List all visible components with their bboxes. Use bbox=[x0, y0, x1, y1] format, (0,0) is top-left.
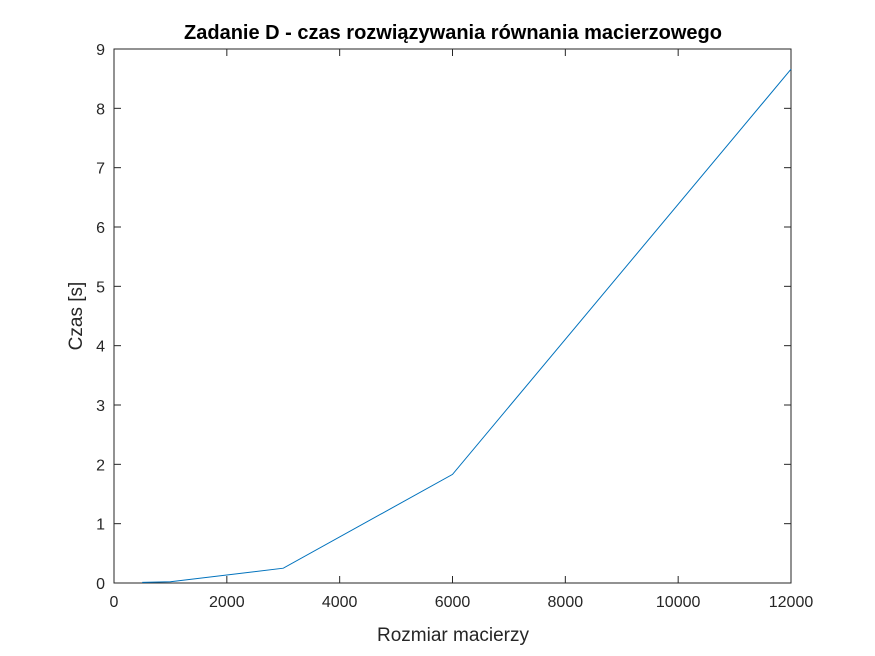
x-tick-label: 2000 bbox=[209, 594, 245, 611]
y-tick-label: 4 bbox=[96, 339, 105, 356]
x-tick-label: 8000 bbox=[548, 594, 584, 611]
series-line bbox=[142, 68, 792, 583]
x-tick-label: 4000 bbox=[322, 594, 358, 611]
x-tick-label: 10000 bbox=[656, 594, 701, 611]
y-tick-label: 7 bbox=[96, 161, 105, 178]
y-tick-label: 2 bbox=[96, 457, 105, 474]
y-axis-label: Czas [s] bbox=[66, 282, 87, 351]
x-tick-label: 0 bbox=[110, 594, 119, 611]
y-axis-ticks: 0 1 2 3 4 5 6 7 8 9 bbox=[96, 42, 791, 593]
x-axis-label: Rozmiar macierzy bbox=[377, 625, 530, 646]
x-axis-ticks: 0 2000 4000 6000 8000 10000 12000 bbox=[110, 49, 814, 611]
y-tick-label: 9 bbox=[96, 42, 105, 59]
y-tick-label: 3 bbox=[96, 398, 105, 415]
y-tick-label: 8 bbox=[96, 101, 105, 118]
x-tick-label: 12000 bbox=[769, 594, 814, 611]
chart-title: Zadanie D - czas rozwiązywania równania … bbox=[184, 22, 722, 44]
y-tick-label: 0 bbox=[96, 576, 105, 593]
y-tick-label: 5 bbox=[96, 279, 105, 296]
y-tick-label: 6 bbox=[96, 220, 105, 237]
series-lines bbox=[142, 68, 792, 583]
y-tick-label: 1 bbox=[96, 517, 105, 534]
plot-area bbox=[113, 48, 792, 584]
x-tick-label: 6000 bbox=[435, 594, 471, 611]
